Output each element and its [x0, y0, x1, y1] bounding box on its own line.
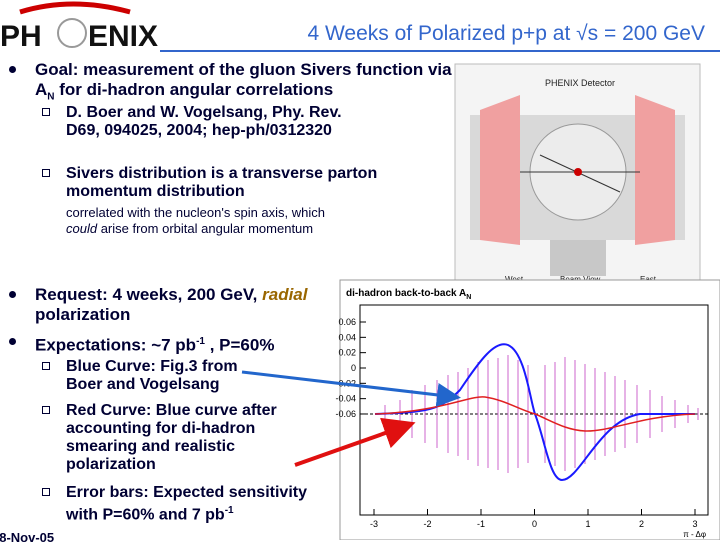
- exp-item: Blue Curve: Fig.3 from Boer and Vogelsan…: [42, 358, 266, 394]
- plot-title-sub: N: [466, 294, 471, 301]
- note-text: correlated with the nucleon's spin axis,…: [66, 205, 326, 220]
- request-rest: polarization: [35, 305, 131, 324]
- y-tick-label: -0.06: [335, 409, 356, 419]
- exp-item: Error bars: Expected sensitivity with P=…: [42, 484, 326, 524]
- detector-arms: [480, 95, 675, 245]
- logo-left: PH: [0, 20, 42, 53]
- bullet-request: Request: 4 weeks, 200 GeV, radial polari…: [9, 285, 325, 325]
- note-em: could: [66, 221, 98, 236]
- y-tick-label: 0.02: [338, 348, 356, 358]
- exp-last-sup: -1: [224, 505, 234, 516]
- x-tick-label: 2: [639, 519, 644, 529]
- goal-text: Goal: measurement of the gluon Sivers fu…: [35, 60, 452, 79]
- request-text: Request: 4 weeks, 200 GeV,: [35, 285, 258, 304]
- x-tick-label: -1: [477, 519, 485, 529]
- footer-date: 28-Nov-05: [0, 530, 55, 545]
- y-tick-label: 0.04: [338, 332, 356, 342]
- goal-item: Sivers distribution is a transverse part…: [42, 165, 406, 201]
- y-tick-label: -0.04: [335, 394, 356, 404]
- blue-arrow: [241, 370, 461, 407]
- x-tick-label: 1: [585, 519, 590, 529]
- plot-frame: [339, 279, 720, 540]
- detector-base: [550, 240, 606, 276]
- logo-right: ENIX: [88, 20, 158, 53]
- logo-arc: [19, 1, 131, 15]
- goal-item: D. Boer and W. Vogelsang, Phy. Rev. D69,…: [42, 104, 346, 140]
- bullet-expectations: Expectations: ~7 pb-1 , P=60%: [9, 332, 355, 356]
- y-tick-label: 0: [351, 363, 356, 373]
- goal-a: A: [35, 80, 48, 99]
- x-tick-label: 0: [532, 519, 537, 529]
- request-em: radial: [262, 285, 308, 304]
- exp-last-text: Error bars: Expected sensitivity with P=…: [66, 484, 307, 524]
- detector-title: PHENIX Detector: [545, 78, 615, 88]
- y-tick-label: 0.06: [338, 317, 356, 327]
- red-arrow: [294, 417, 416, 467]
- logo-mark: [57, 18, 87, 48]
- note-rest: arise from orbital angular momentum: [100, 221, 314, 236]
- goal-rest: for di-hadron angular correlations: [54, 80, 334, 99]
- detector-vertex: [574, 168, 582, 176]
- exp-item: Red Curve: Blue curve after accounting f…: [42, 402, 306, 474]
- goal-note: correlated with the nucleon's spin axis,…: [66, 205, 356, 237]
- x-axis-label: π - Δφ: [683, 530, 706, 539]
- plot-title-text: di-hadron back-to-back A: [346, 288, 466, 299]
- exp-sup: -1: [196, 336, 205, 347]
- x-tick-label: 3: [692, 519, 697, 529]
- exp-text: Expectations: ~7 pb: [35, 335, 197, 355]
- bullet-goal: Goal: measurement of the gluon Sivers fu…: [9, 60, 535, 107]
- title: 4 Weeks of Polarized p+p at √s = 200 GeV: [307, 22, 705, 45]
- exp-rest: , P=60%: [204, 335, 275, 355]
- x-tick-label: -2: [423, 519, 431, 529]
- x-tick-label: -3: [370, 519, 378, 529]
- goal-sub: N: [47, 91, 55, 103]
- plot-title: di-hadron back-to-back AN: [346, 288, 471, 301]
